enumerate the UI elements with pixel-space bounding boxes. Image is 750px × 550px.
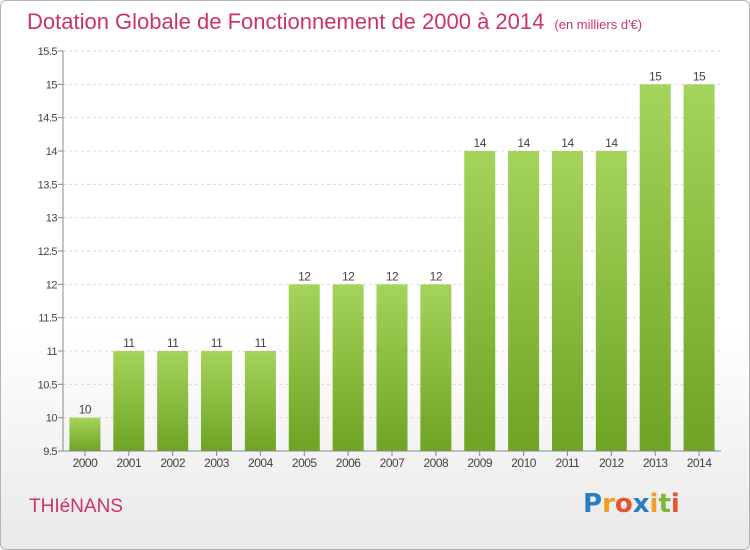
y-tick-label: 15 — [46, 79, 58, 91]
x-tick-label: 2002 — [160, 456, 186, 470]
bar-value-label: 12 — [342, 269, 355, 283]
bar-value-label: 11 — [211, 336, 223, 350]
x-tick-label: 2014 — [687, 456, 713, 470]
bar — [113, 351, 145, 451]
logo-letter: t — [658, 489, 671, 519]
bar-value-label: 11 — [123, 336, 135, 350]
proxiti-logo: Proxiti — [583, 489, 680, 519]
logo-letter: P — [583, 489, 603, 519]
bar-value-label: 14 — [605, 136, 618, 150]
x-tick-label: 2001 — [116, 456, 142, 470]
bar — [157, 351, 189, 451]
bar — [508, 151, 540, 451]
logo-letter: r — [602, 489, 615, 519]
bar — [288, 284, 320, 451]
y-tick-label: 13 — [46, 213, 58, 225]
x-tick-label: 2004 — [248, 456, 274, 470]
bar-value-label: 14 — [474, 136, 487, 150]
x-tick-label: 2013 — [643, 456, 669, 470]
bar-value-label: 14 — [517, 136, 530, 150]
title-text: Dotation Globale de Fonctionnement de 20… — [27, 9, 545, 34]
y-tick-label: 13.5 — [38, 179, 58, 191]
bar — [464, 151, 496, 451]
x-tick-label: 2010 — [511, 456, 537, 470]
bar — [332, 284, 364, 451]
x-tick-label: 2012 — [599, 456, 625, 470]
x-tick-label: 2011 — [556, 456, 581, 470]
y-tick-label: 14 — [46, 146, 58, 158]
y-tick-label: 12.5 — [38, 246, 58, 258]
logo-letter: o — [614, 489, 633, 519]
y-tick-label: 9.5 — [43, 446, 57, 458]
y-tick-label: 12 — [46, 279, 58, 291]
bar — [551, 151, 583, 451]
bar — [201, 351, 233, 451]
x-tick-label: 2000 — [73, 456, 99, 470]
chart-title: Dotation Globale de Fonctionnement de 20… — [27, 9, 642, 35]
chart-subtitle: (en milliers d'€) — [554, 17, 643, 32]
logo-letter: x — [632, 489, 650, 519]
x-tick-label: 2003 — [204, 456, 230, 470]
y-tick-label: 15.5 — [38, 46, 58, 58]
y-tick-label: 10.5 — [38, 379, 58, 391]
x-tick-label: 2006 — [336, 456, 362, 470]
bar-value-label: 12 — [386, 269, 399, 283]
x-tick-label: 2007 — [380, 456, 406, 470]
bar-value-label: 12 — [430, 269, 443, 283]
y-tick-label: 10 — [46, 413, 58, 425]
bar — [376, 284, 408, 451]
x-tick-label: 2009 — [467, 456, 493, 470]
bar-value-label: 12 — [298, 269, 311, 283]
bar-value-label: 11 — [167, 336, 179, 350]
bar — [683, 84, 715, 451]
logo-letter: i — [649, 489, 659, 519]
logo-letter: i — [670, 489, 680, 519]
bar-value-label: 11 — [255, 336, 267, 350]
commune-name: THIéNANS — [29, 496, 123, 517]
bar — [639, 84, 671, 451]
bars — [69, 84, 715, 451]
y-tick-label: 11 — [47, 346, 58, 358]
bar-value-label: 10 — [79, 403, 92, 417]
bar — [69, 417, 101, 451]
x-tick-label: 2005 — [292, 456, 318, 470]
bar-value-label: 15 — [649, 69, 662, 83]
y-tick-label: 14.5 — [38, 113, 58, 125]
bar-value-label: 15 — [693, 69, 706, 83]
labels: 9.5 10 10.5 11 11.5 12 12.5 13 13.5 14 14.5 15 15.5 1… — [38, 46, 713, 470]
bar — [595, 151, 627, 451]
bar-value-label: 14 — [561, 136, 574, 150]
y-tick-label: 11.5 — [38, 313, 57, 325]
bar — [420, 284, 452, 451]
x-tick-label: 2008 — [424, 456, 450, 470]
bar — [244, 351, 276, 451]
